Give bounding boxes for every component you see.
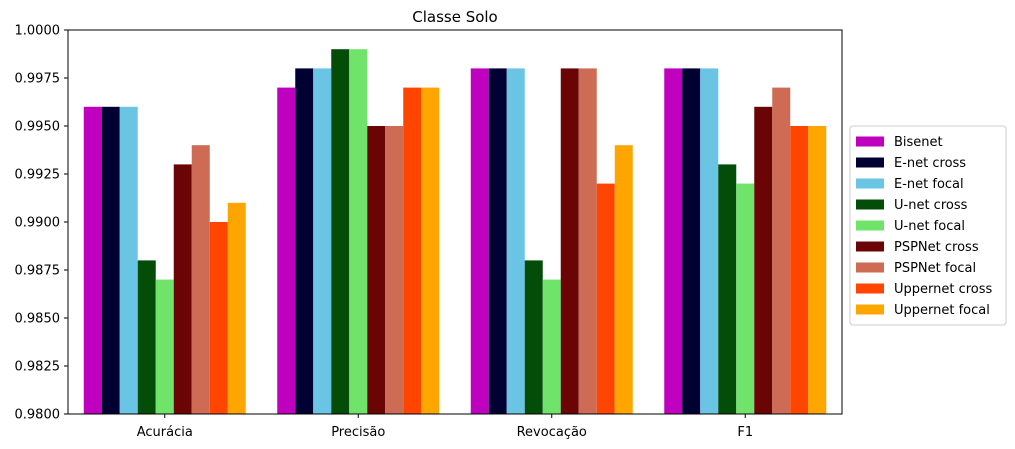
bar-uppernet-cross-2 [596,183,615,414]
axes-layer: 0.9800 0.9825 0.9850 0.9875 0.9900 0.9925 0.99… [15,24,843,440]
bar-e-net-focal-1 [313,68,332,415]
bar-e-net-focal-3 [700,68,719,415]
bar-e-net-cross-0 [101,106,120,415]
legend-swatch [856,136,884,147]
y-tick-label: 0.9950 [15,120,61,135]
bar-e-net-cross-1 [295,68,314,415]
bar-u-net-focal-3 [736,183,755,414]
legend-label: Uppernet focal [894,303,990,318]
bar-uppernet-focal-1 [421,87,440,414]
legend-swatch [856,283,884,294]
bar-u-net-cross-3 [718,164,737,414]
bar-bisenet-0 [83,106,102,415]
legend-label: E-net focal [894,177,964,192]
bar-e-net-cross-2 [488,68,507,415]
y-tick-label: 0.9900 [15,216,61,231]
legend-swatch [856,304,884,315]
x-tick-label: Revocação [517,425,587,440]
bars-layer [83,49,827,415]
y-tick-label: 0.9825 [15,360,61,375]
legend-swatch [856,220,884,231]
x-tick-label: F1 [737,425,753,440]
bar-e-net-cross-3 [682,68,701,415]
legend-swatch [856,262,884,273]
y-tick-label: 0.9975 [15,72,61,87]
legend-swatch [856,199,884,210]
bar-u-net-focal-2 [542,279,561,414]
legend-label: E-net cross [894,156,966,171]
bar-pspnet-cross-2 [560,68,579,415]
bar-pspnet-focal-2 [578,68,597,415]
legend-swatch [856,157,884,168]
bar-pspnet-focal-0 [191,145,210,414]
legend: Bisenet E-net cross E-net focal U-net cross… [849,125,1007,326]
legend-label: Bisenet [894,135,943,150]
bar-u-net-focal-1 [349,49,368,414]
legend-label: PSPNet focal [894,261,976,276]
bar-bisenet-3 [664,68,683,415]
bar-u-net-cross-0 [137,260,156,414]
bar-u-net-cross-1 [331,49,350,414]
y-tick-label: 1.0000 [15,24,61,39]
legend-label: U-net focal [894,219,965,234]
bar-uppernet-focal-2 [614,145,633,414]
bar-u-net-cross-2 [524,260,543,414]
legend-label: Uppernet cross [894,282,993,297]
y-tick-label: 0.9850 [15,312,61,327]
bar-pspnet-cross-0 [173,164,192,414]
bar-uppernet-cross-0 [209,222,228,414]
x-tick-label: Acurácia [137,425,193,440]
bar-uppernet-focal-3 [808,126,827,414]
legend-label: PSPNet cross [894,240,979,255]
y-tick-label: 0.9800 [15,408,61,423]
bar-uppernet-focal-0 [227,202,246,414]
bar-e-net-focal-2 [506,68,525,415]
chart-title: Classe Solo [412,8,498,26]
y-tick-label: 0.9875 [15,264,61,279]
legend-box [849,125,1007,326]
bar-pspnet-focal-1 [385,126,404,414]
y-tick-label: 0.9925 [15,168,61,183]
bar-bisenet-2 [470,68,489,415]
bar-pspnet-cross-3 [754,106,773,415]
bar-pspnet-focal-3 [772,87,791,414]
bar-u-net-focal-0 [155,279,174,414]
bar-uppernet-cross-1 [403,87,422,414]
bar-uppernet-cross-3 [790,126,809,414]
legend-label: U-net cross [894,198,968,213]
bar-e-net-focal-0 [119,106,138,415]
legend-swatch [856,241,884,252]
x-tick-label: Precisão [331,425,385,440]
bar-pspnet-cross-1 [367,126,386,414]
bar-bisenet-1 [277,87,296,414]
legend-swatch [856,178,884,189]
